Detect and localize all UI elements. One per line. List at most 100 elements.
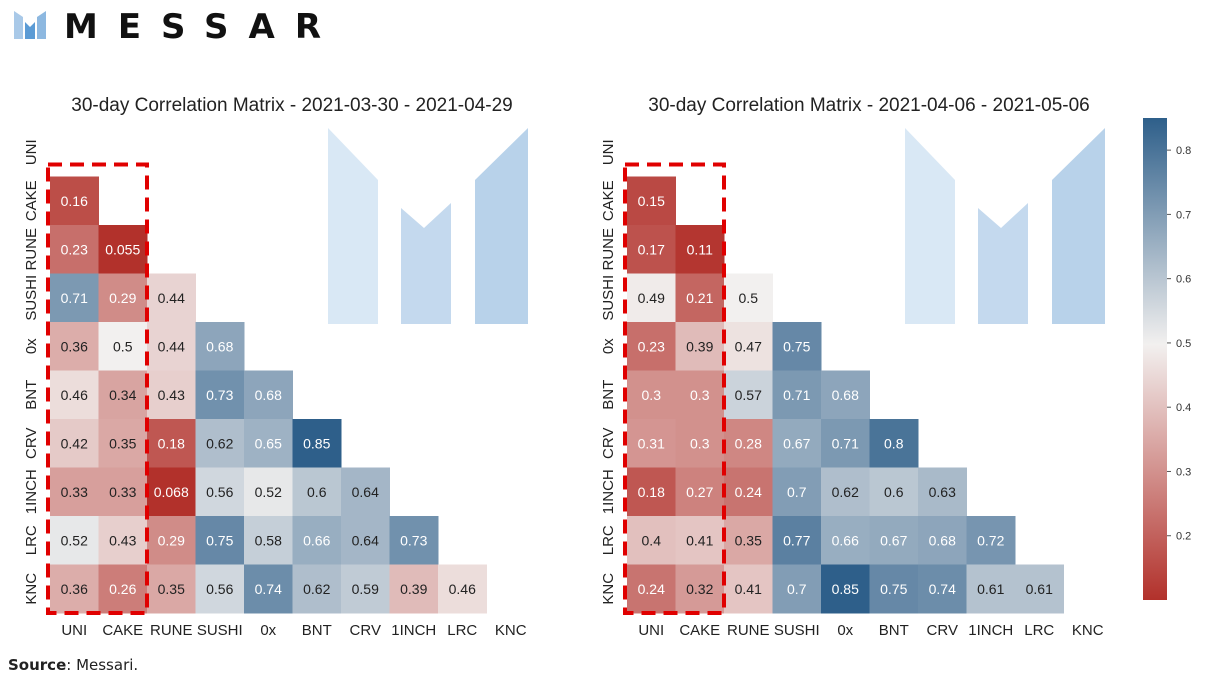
cell-value-label: 0.31 (638, 435, 665, 451)
cell-value-label: 0.56 (206, 581, 233, 597)
heatmap-cell (869, 516, 919, 565)
cell-value-label: 0.4 (642, 532, 662, 548)
cell-value-label: 0.29 (158, 532, 185, 548)
colorbar-tick-label: 0.4 (1176, 402, 1191, 414)
heatmap-cell (1015, 564, 1064, 614)
cell-value-label: 0.35 (735, 532, 762, 548)
heatmap-cell (724, 322, 773, 371)
cell-value-label: 0.77 (783, 532, 810, 548)
cell-value-label: 0.71 (61, 290, 88, 306)
heatmap-cell (389, 516, 439, 565)
heatmap-cell (821, 419, 870, 468)
heatmap-cell (50, 370, 99, 420)
cell-value-label: 0.33 (61, 484, 88, 500)
y-tick-label: CAKE (23, 180, 40, 221)
cell-value-label: 0.5 (739, 290, 759, 306)
heatmap-cell (244, 467, 293, 517)
heatmap-cell (147, 370, 196, 420)
heatmap-cell (244, 516, 293, 565)
watermark-shape (401, 203, 451, 324)
heatmap-cell (918, 516, 967, 565)
cell-value-label: 0.33 (109, 484, 136, 500)
x-tick-label: UNI (61, 622, 87, 639)
cell-value-label: 0.68 (255, 387, 282, 403)
y-tick-label: 0x (23, 338, 40, 354)
x-tick-label: 1INCH (968, 622, 1013, 639)
x-tick-label: CAKE (102, 622, 143, 639)
cell-value-label: 0.41 (735, 581, 762, 597)
colorbar-tick-label: 0.3 (1176, 466, 1191, 478)
heatmap-cell (675, 564, 725, 614)
cell-value-label: 0.3 (690, 435, 710, 451)
x-tick-label: RUNE (727, 622, 770, 639)
heatmap-cell (98, 225, 148, 274)
cell-value-label: 0.11 (687, 241, 713, 257)
cell-value-label: 0.62 (303, 581, 330, 597)
cell-value-label: 0.39 (400, 581, 427, 597)
cell-value-label: 0.62 (832, 484, 859, 500)
heatmap-cell (438, 564, 487, 614)
messari-m-logo-icon (14, 11, 46, 39)
cell-value-label: 0.5 (113, 338, 133, 354)
heatmap-cell (98, 419, 148, 468)
cell-value-label: 0.66 (832, 532, 859, 548)
heatmap-cell (50, 419, 99, 468)
y-tick-label: 1INCH (23, 469, 40, 514)
cell-value-label: 0.15 (638, 193, 665, 209)
heatmap-cell (147, 516, 196, 565)
heatmap-cell (675, 419, 725, 468)
cell-value-label: 0.34 (109, 387, 136, 403)
heatmap-panel-2: 30-day Correlation Matrix - 2021-04-06 -… (600, 95, 1105, 639)
cell-value-label: 0.21 (686, 290, 713, 306)
heatmap-cell (724, 273, 773, 323)
heatmap-cell (675, 225, 725, 274)
x-tick-label: KNC (495, 622, 527, 639)
heatmap-cell (98, 273, 148, 323)
watermark-shape (1052, 128, 1105, 324)
x-tick-label: SUSHI (197, 622, 243, 639)
cell-value-label: 0.59 (352, 581, 379, 597)
colorbar-tick-label: 0.6 (1176, 274, 1191, 286)
cell-value-label: 0.74 (929, 581, 956, 597)
heatmap-cell (627, 516, 676, 565)
x-tick-label: BNT (302, 622, 332, 639)
cell-value-label: 0.23 (61, 241, 88, 257)
highlight-box (623, 162, 726, 615)
y-tick-label: KNC (23, 573, 40, 605)
colorbar-gradient (1143, 118, 1167, 600)
heatmap-cell (50, 467, 99, 517)
cell-value-label: 0.62 (206, 435, 233, 451)
watermark-shape (978, 203, 1028, 324)
heatmap-cell (292, 564, 342, 614)
heatmap-panel-1: 30-day Correlation Matrix - 2021-03-30 -… (23, 95, 528, 639)
heatmap-cell (50, 516, 99, 565)
heatmap-cell (772, 516, 822, 565)
heatmap-cell (724, 516, 773, 565)
heatmap-cell (675, 370, 725, 420)
heatmap-cell (50, 273, 99, 323)
y-tick-label: 1INCH (600, 469, 617, 514)
heatmap-cell (98, 370, 148, 420)
heatmap-cell (292, 516, 342, 565)
heatmap-cell (244, 564, 293, 614)
heatmap-cell (244, 370, 293, 420)
cell-value-label: 0.26 (109, 581, 136, 597)
cell-value-label: 0.27 (686, 484, 713, 500)
heatmap-cell (195, 467, 245, 517)
cell-value-label: 0.66 (303, 532, 330, 548)
cell-value-label: 0.65 (255, 435, 282, 451)
x-tick-label: UNI (638, 622, 664, 639)
y-tick-label: CAKE (600, 180, 617, 221)
heatmap-cell (869, 467, 919, 517)
cell-value-label: 0.74 (255, 581, 282, 597)
heatmap-cell (675, 322, 725, 371)
heatmap-cell (98, 516, 148, 565)
heatmap-cell (675, 516, 725, 565)
colorbar-tick-label: 0.5 (1176, 338, 1191, 350)
cell-value-label: 0.72 (977, 532, 1004, 548)
cell-value-label: 0.71 (783, 387, 810, 403)
cell-value-label: 0.7 (787, 484, 807, 500)
source-label: Source (8, 656, 67, 674)
cell-value-label: 0.39 (686, 338, 713, 354)
heatmap-cell (724, 370, 773, 420)
